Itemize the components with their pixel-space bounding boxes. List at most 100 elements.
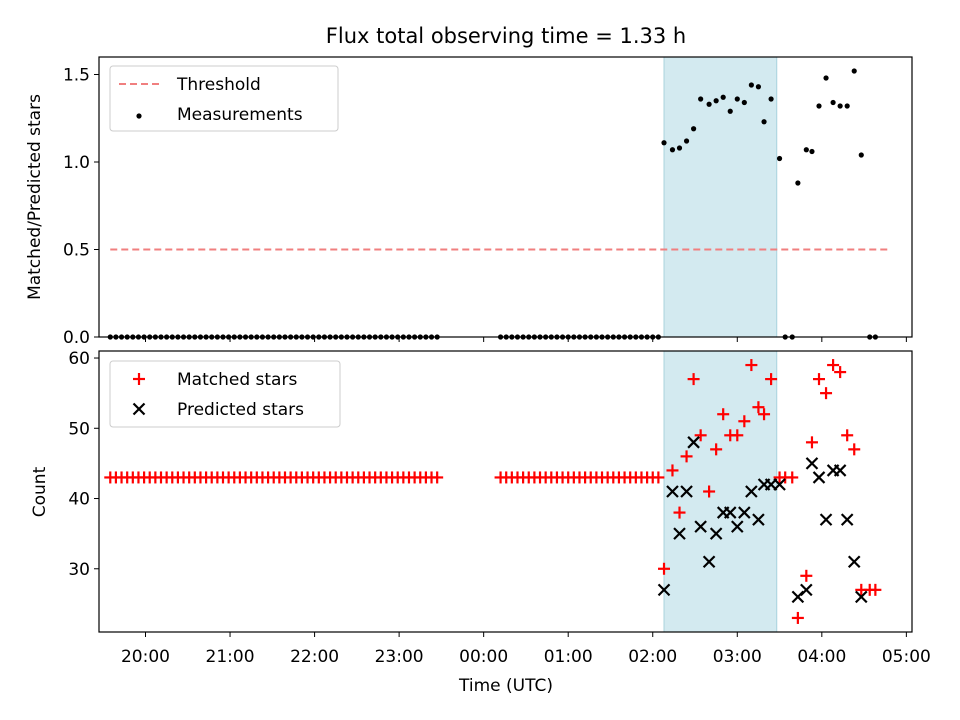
predicted-star-point (812, 471, 826, 484)
measurement-point (776, 155, 783, 162)
measurement-point (727, 108, 733, 114)
y-tick-label: 50 (68, 419, 90, 439)
matched-star-point (758, 408, 771, 421)
matched-star-point (731, 429, 744, 442)
legend-plus-marker (133, 373, 145, 385)
predicted-star-point (847, 555, 861, 569)
matched-star-point (717, 408, 730, 421)
count-points (104, 359, 882, 624)
matched-star-point (710, 443, 723, 456)
matched-star-point (694, 429, 707, 442)
measurement-point (755, 84, 762, 90)
x-tick-label: 05:00 (882, 647, 931, 667)
legend-measurements-swatch (136, 113, 142, 119)
bottom-legend: Matched stars Predicted stars (109, 360, 341, 428)
top-axes-frame (98, 56, 913, 338)
measurement-point (851, 68, 857, 74)
matched-star-point (666, 464, 679, 477)
predicted-star-point (833, 464, 847, 477)
measurement-point (748, 82, 754, 88)
measurement-point (823, 75, 829, 81)
measurement-point (720, 94, 726, 100)
measurement-point (706, 101, 712, 107)
matched-star-point (786, 471, 799, 484)
measurement-point (768, 96, 774, 102)
matched-star-point (827, 359, 840, 372)
top-legend-box (109, 65, 339, 132)
legend-predicted-swatch (132, 402, 146, 416)
measurement-point (741, 99, 747, 106)
predicted-star-point (666, 485, 679, 498)
matched-star-point (813, 373, 826, 386)
measurement-point (858, 152, 864, 158)
x-tick-label: 04:00 (797, 647, 846, 667)
matched-star-point (652, 471, 665, 484)
matched-star-point (738, 415, 751, 428)
bottom-y-ticks: 30 40 50 60 (68, 349, 99, 580)
bottom-y-axis-label: Count (30, 466, 50, 517)
measurement-point (795, 180, 801, 186)
legend-matched-swatch (133, 373, 145, 385)
legend-matched-label: Matched stars (177, 370, 297, 390)
matched-star-point (805, 436, 818, 449)
predicted-star-point (657, 583, 671, 597)
measurement-point (837, 103, 843, 109)
matched-star-point (745, 359, 758, 372)
measurement-point (713, 98, 719, 104)
y-tick-label: 0.0 (63, 328, 90, 348)
bottom-axes-frame (98, 350, 913, 633)
measurement-point (761, 119, 767, 125)
ratio-panel: 0.0 0.5 1.0 1.5 Matched/Predicted stars Thr… (25, 56, 913, 348)
predicted-star-point (800, 583, 813, 597)
x-axis-label: Time (UTC) (458, 676, 553, 696)
measurement-point (809, 148, 815, 155)
predicted-star-point (745, 485, 758, 498)
bottom-x-ticks: 20:00 21:00 22:00 23:00 00:00 01:00 02:00 03:00… (121, 632, 931, 667)
y-tick-label: 40 (68, 490, 90, 510)
x-tick-label: 21:00 (206, 647, 255, 667)
y-tick-label: 30 (68, 560, 90, 580)
measurement-point (683, 138, 690, 144)
bottom-legend-box (109, 360, 341, 428)
x-tick-label: 20:00 (121, 647, 170, 667)
x-tick-label: 03:00 (713, 647, 762, 667)
matched-star-point (752, 401, 765, 414)
matched-star-point (800, 569, 813, 582)
matched-star-point (703, 485, 716, 498)
matched-star-point (431, 471, 444, 484)
measurement-point (661, 140, 667, 146)
legend-measurements-label: Measurements (177, 105, 303, 125)
measurement-point (691, 126, 697, 132)
observing-window-span (663, 56, 778, 338)
matched-star-point (687, 373, 700, 386)
y-tick-label: 1.0 (63, 153, 90, 173)
predicted-star-point (687, 436, 700, 449)
y-tick-label: 0.5 (63, 241, 90, 261)
top-legend: Threshold Measurements (109, 65, 339, 132)
matched-star-point (820, 387, 833, 400)
matched-star-point (658, 562, 671, 575)
matched-star-point (848, 443, 861, 456)
x-tick-label: 00:00 (459, 647, 508, 667)
x-tick-label: 23:00 (375, 647, 424, 667)
top-x-ticks (144, 337, 907, 342)
predicted-star-point (702, 555, 716, 569)
matched-star-point (791, 611, 804, 624)
matched-star-point (869, 583, 882, 596)
measurement-point (734, 96, 740, 102)
matched-star-point (680, 450, 693, 463)
legend-threshold-label: Threshold (176, 75, 261, 95)
matched-star-point (841, 429, 854, 442)
measurement-point (803, 147, 809, 153)
predicted-star-point (731, 520, 744, 533)
predicted-star-point (673, 527, 686, 540)
predicted-star-point (680, 485, 693, 498)
predicted-star-point (819, 513, 833, 526)
observing-window-span (663, 350, 778, 633)
matched-star-point (765, 373, 778, 386)
measurement-point (669, 147, 676, 153)
legend-predicted-label: Predicted stars (177, 400, 304, 420)
predicted-star-point (752, 513, 765, 526)
predicted-star-point (694, 520, 707, 533)
